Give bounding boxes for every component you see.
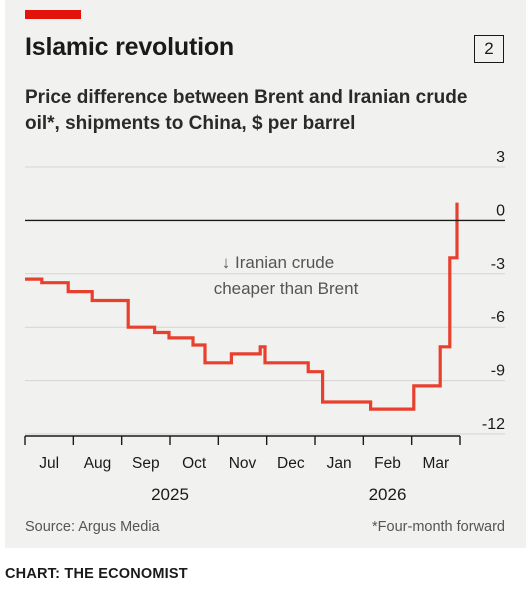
chart-svg: 3 0 -3 -6 -9 -12 ↓ Iranian crude cheaper than… [24, 149, 505, 535]
annotation-line-2: cheaper than Brent [214, 279, 359, 298]
series-line [25, 202, 459, 411]
x-tick-label: Jan [327, 455, 352, 472]
brand-red-tag [25, 10, 81, 19]
source-note: Source: Argus Media [25, 519, 161, 535]
x-tick-label: Sep [132, 455, 160, 472]
chart-subtitle: Price difference between Brent and Irani… [25, 87, 468, 134]
x-tick-label: Jul [39, 455, 59, 472]
footnote: *Four-month forward [372, 519, 505, 535]
x-tick-label: Mar [422, 455, 449, 472]
x-year-label: 2026 [369, 485, 407, 504]
x-axis: Jul Aug Sep Oct Nov Dec Jan Feb Mar 2025 2026 [24, 435, 461, 504]
x-tick-label: Oct [182, 455, 207, 472]
x-tick-label: Aug [84, 455, 112, 472]
chart-number-badge: 2 [474, 35, 504, 63]
y-tick-label: -3 [491, 256, 505, 273]
x-year-label: 2025 [151, 485, 189, 504]
x-tick-label: Nov [229, 455, 257, 472]
x-tick-label: Feb [374, 455, 401, 472]
chart-title: Islamic revolution [25, 33, 234, 61]
annotation-line-1: ↓ Iranian crude [222, 253, 334, 272]
y-tick-label: 3 [496, 149, 505, 166]
y-tick-label: -6 [491, 309, 505, 326]
x-tick-label: Dec [277, 455, 305, 472]
y-tick-labels: 3 0 -3 -6 -9 -12 [482, 149, 505, 433]
series-layer [25, 202, 505, 411]
y-tick-label: -12 [482, 416, 505, 433]
annotation: ↓ Iranian crude cheaper than Brent [214, 253, 359, 298]
y-tick-label: -9 [491, 363, 505, 380]
gridlines [25, 166, 505, 435]
chart-credit: CHART: THE ECONOMIST [5, 566, 188, 582]
y-tick-label: 0 [496, 202, 505, 219]
